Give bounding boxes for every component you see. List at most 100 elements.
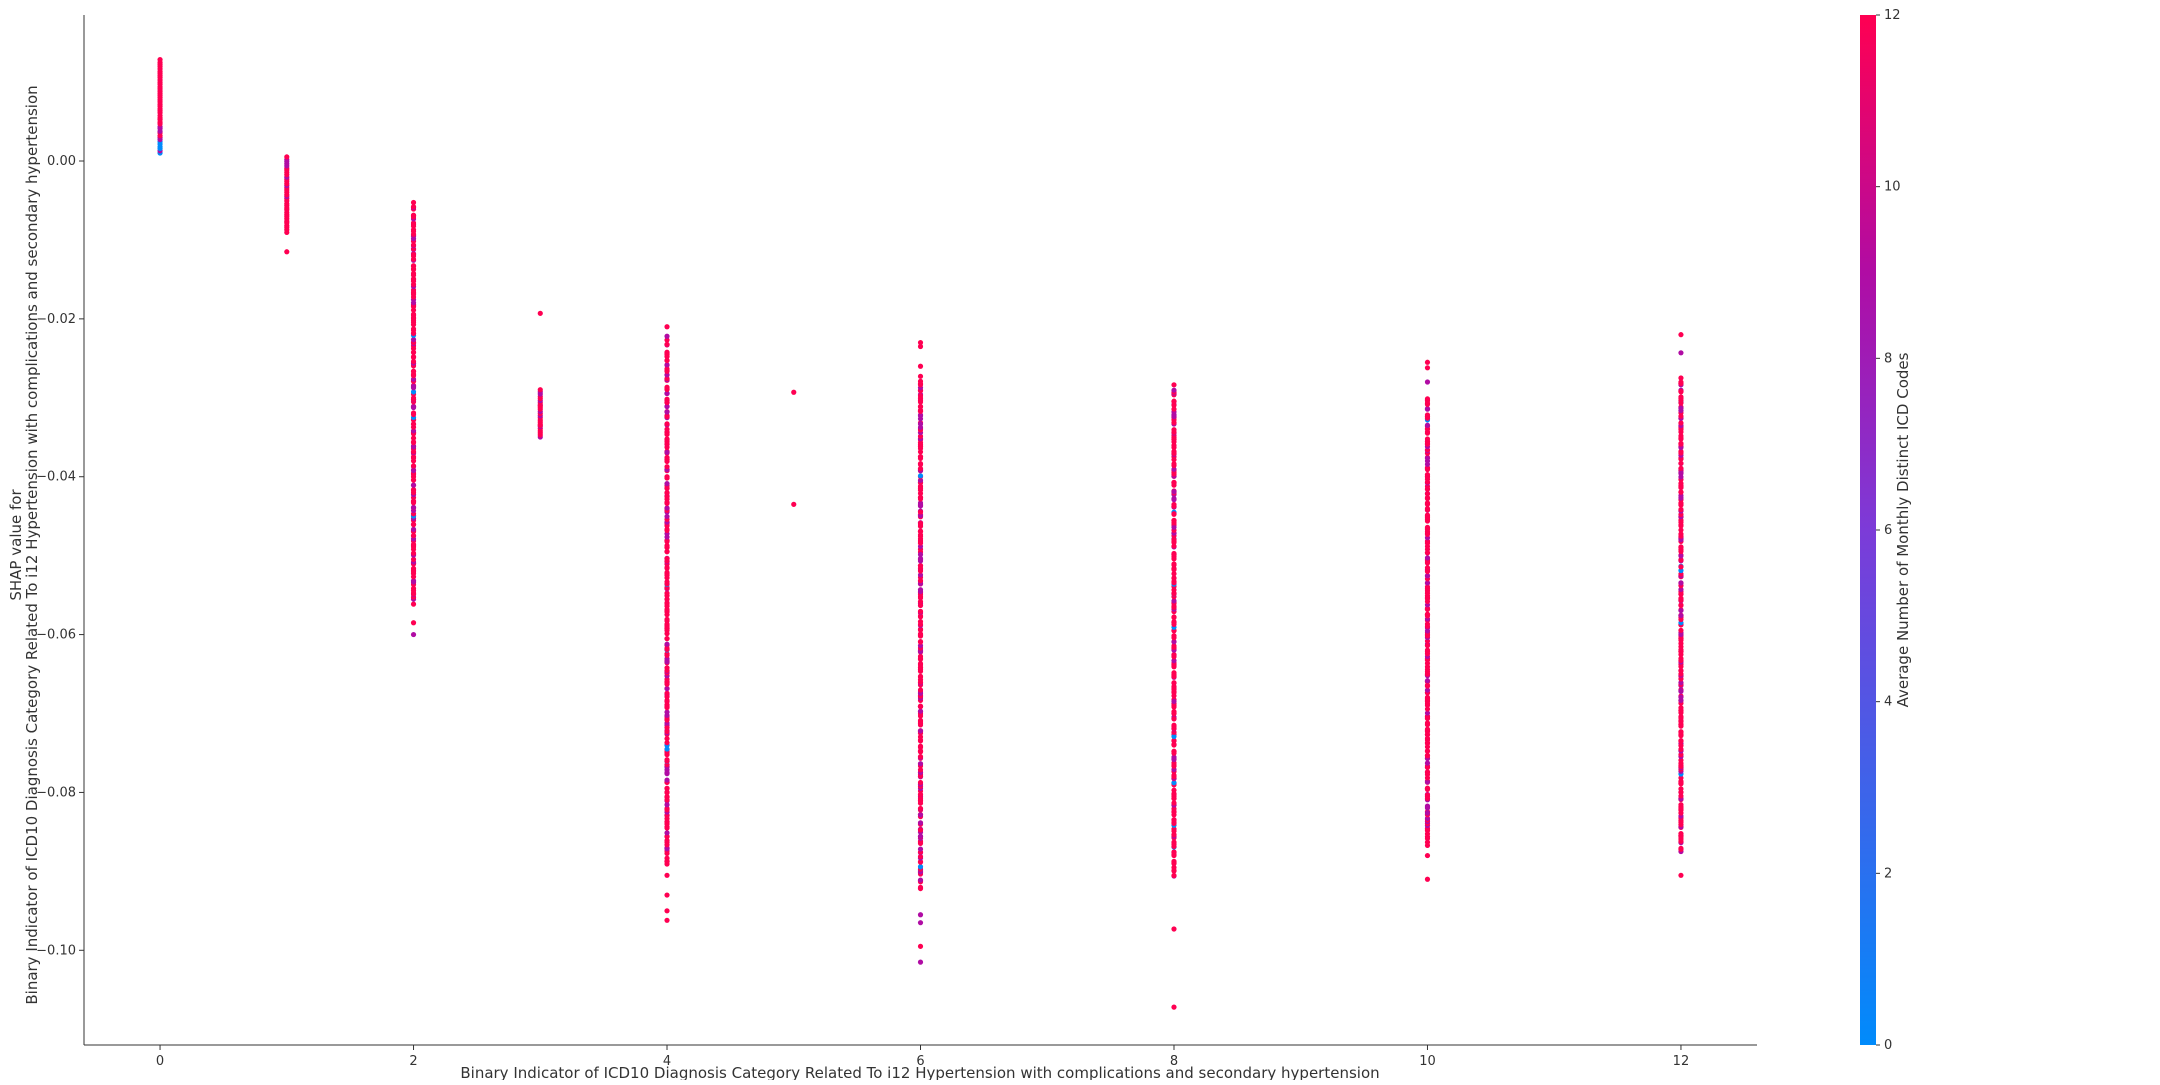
- data-point: [1678, 757, 1684, 763]
- data-point: [917, 538, 924, 544]
- data-point: [1678, 450, 1684, 456]
- data-point: [1171, 698, 1177, 705]
- data-point: [410, 487, 417, 493]
- data-point: [664, 694, 670, 700]
- data-point: [917, 608, 924, 614]
- data-point: [1424, 406, 1431, 412]
- data-point: [664, 333, 670, 339]
- data-point: [917, 959, 924, 965]
- colorbar-label: Average Number of Monthly Distinct ICD C…: [1894, 352, 1912, 707]
- y-tick-label: −0.08: [36, 785, 76, 800]
- data-point: [1678, 465, 1684, 471]
- data-point: [1678, 655, 1684, 662]
- data-point: [410, 337, 417, 343]
- data-point: [664, 837, 670, 844]
- data-point: [1171, 849, 1177, 855]
- data-point: [410, 578, 417, 584]
- data-point: [537, 310, 543, 316]
- data-point: [1678, 872, 1684, 878]
- data-point: [917, 708, 924, 714]
- data-point: [1171, 864, 1177, 871]
- data-point: [410, 204, 417, 210]
- data-point: [664, 542, 670, 549]
- data-point: [1424, 710, 1431, 716]
- colorbar-tick-label: 8: [1884, 351, 1892, 366]
- data-point: [1171, 733, 1177, 740]
- data-point: [1171, 448, 1177, 455]
- data-point: [664, 686, 670, 692]
- data-point: [1678, 833, 1684, 839]
- x-tick-label: 2: [409, 1054, 417, 1069]
- data-point: [1678, 688, 1684, 694]
- data-point: [1171, 826, 1177, 832]
- data-point: [917, 820, 924, 826]
- data-point: [1171, 658, 1177, 664]
- data-point: [1171, 575, 1177, 581]
- data-point: [664, 421, 670, 427]
- data-point: [1424, 687, 1431, 693]
- data-point: [410, 276, 417, 282]
- data-point: [410, 349, 417, 356]
- data-point: [1424, 365, 1431, 371]
- data-point: [1171, 382, 1177, 388]
- data-point: [1171, 427, 1177, 433]
- data-point: [1171, 652, 1177, 658]
- data-point: [284, 154, 290, 160]
- data-point: [1424, 621, 1431, 627]
- data-point: [664, 805, 670, 812]
- data-point: [1171, 536, 1177, 543]
- data-point: [664, 892, 670, 898]
- data-point: [410, 585, 417, 592]
- data-point: [410, 389, 417, 395]
- data-point: [917, 555, 924, 562]
- data-point: [664, 396, 670, 402]
- data-point: [1678, 544, 1684, 550]
- data-point: [1678, 738, 1684, 744]
- data-point: [1424, 422, 1431, 428]
- data-point: [1171, 643, 1177, 649]
- data-point: [1678, 729, 1684, 735]
- data-point: [664, 635, 670, 642]
- data-point: [1424, 611, 1431, 617]
- y-tick-label: −0.04: [36, 470, 76, 485]
- data-point: [664, 641, 670, 647]
- y-axis-label-line-2: Binary Indicator of ICD10 Diagnosis Cate…: [23, 85, 41, 1004]
- data-point: [664, 426, 670, 432]
- data-point: [1678, 440, 1684, 446]
- data-point: [917, 433, 924, 439]
- data-point: [1678, 580, 1684, 586]
- data-point: [917, 812, 924, 818]
- data-point: [410, 358, 417, 365]
- data-point: [1678, 586, 1684, 593]
- data-point: [664, 324, 670, 330]
- data-point: [410, 601, 417, 607]
- data-point: [1424, 396, 1431, 402]
- data-point: [664, 505, 670, 511]
- data-point: [664, 494, 670, 500]
- data-point: [1171, 524, 1177, 530]
- data-point: [1424, 580, 1431, 586]
- data-point: [1171, 748, 1177, 754]
- data-point: [664, 409, 670, 415]
- data-point: [917, 619, 924, 625]
- data-point: [664, 855, 670, 861]
- data-point: [791, 389, 797, 395]
- data-point: [1171, 716, 1177, 722]
- data-point: [664, 549, 670, 555]
- data-point: [917, 631, 924, 637]
- x-tick-label: 0: [156, 1054, 164, 1069]
- data-point: [664, 366, 670, 372]
- data-point: [1424, 359, 1431, 365]
- data-point: [1171, 633, 1177, 639]
- data-point: [1424, 496, 1431, 502]
- data-point: [664, 665, 670, 671]
- data-point: [1678, 793, 1684, 799]
- data-point: [1424, 792, 1431, 798]
- data-point: [664, 341, 670, 347]
- data-point: [1171, 543, 1177, 549]
- data-point: [1678, 375, 1684, 381]
- data-point: [1424, 524, 1431, 530]
- data-point: [664, 538, 670, 544]
- data-point: [1171, 517, 1177, 523]
